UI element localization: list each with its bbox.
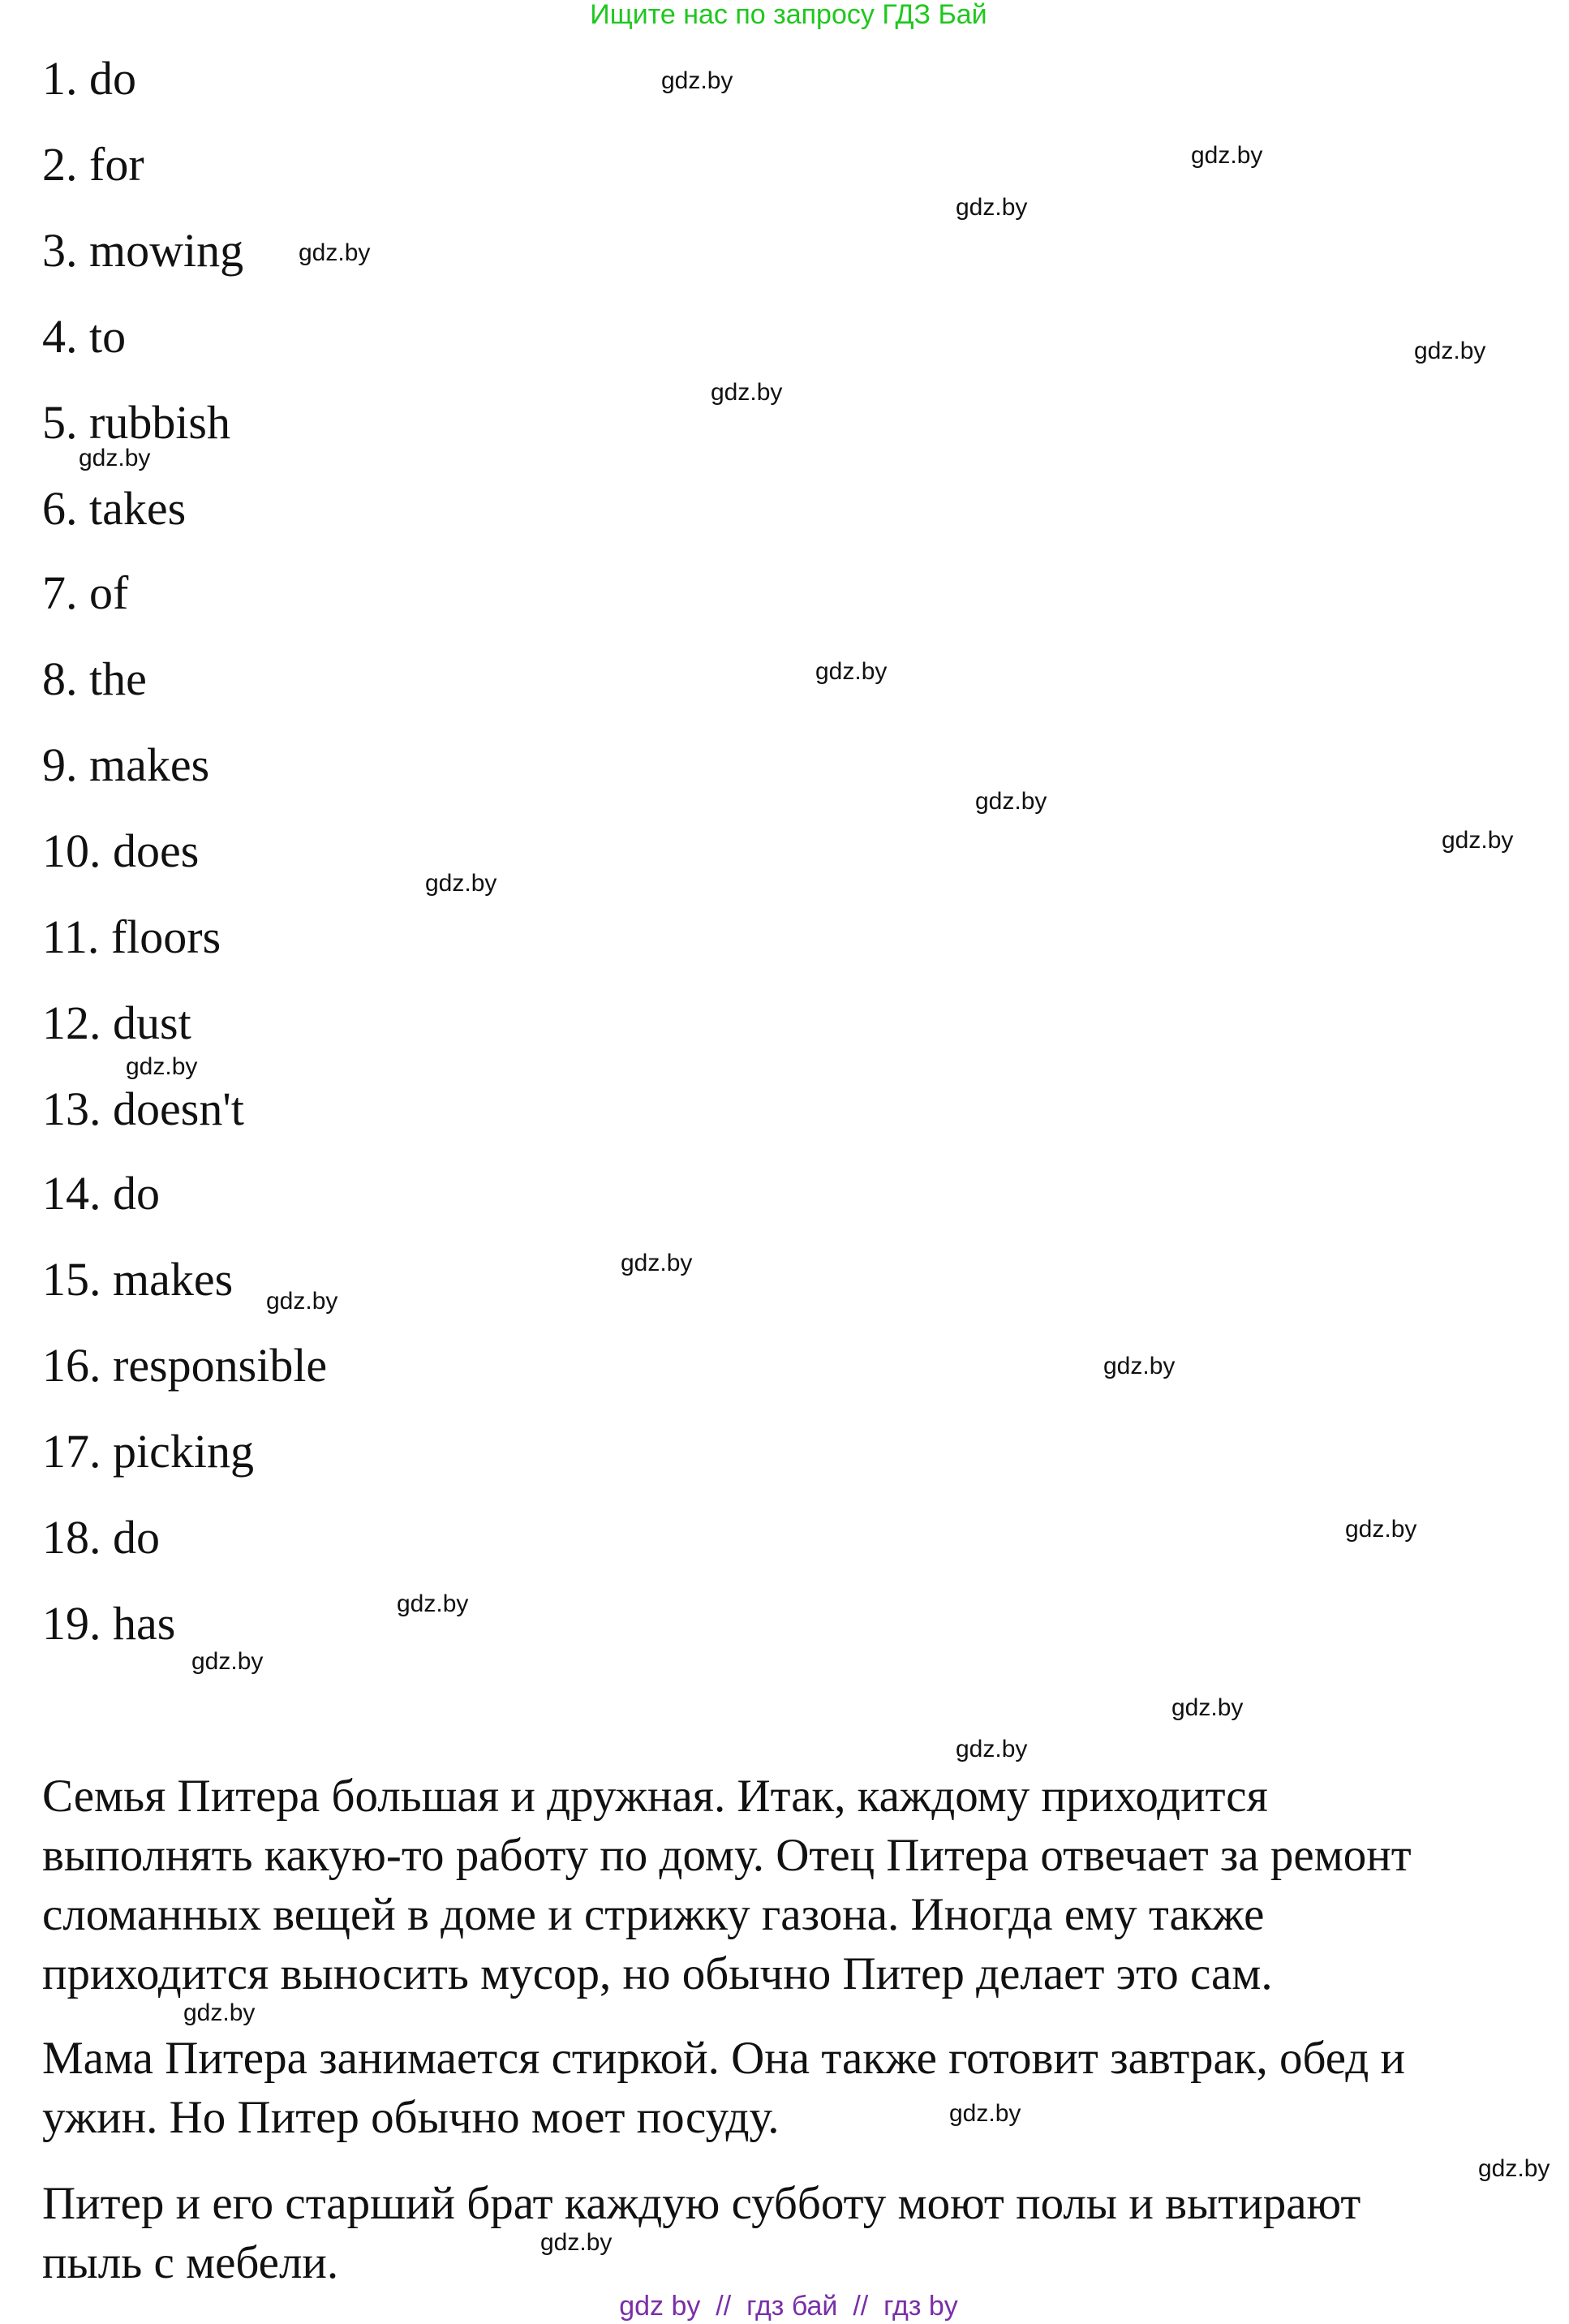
watermark: gdz.by <box>661 67 733 94</box>
answer-item: 16. responsible <box>42 1339 328 1392</box>
answer-item: 17. picking <box>42 1425 254 1478</box>
watermark: gdz.by <box>425 870 497 897</box>
answer-item: 10. does <box>42 824 200 877</box>
text-line: Мама Питера занимается стиркой. Она такж… <box>42 2033 1406 2084</box>
watermark: gdz.by <box>711 379 783 406</box>
answer-item: 5. rubbish <box>42 396 230 449</box>
text-line: Семья Питера большая и дружная. Итак, ка… <box>42 1771 1268 1822</box>
answer-item: 13. doesn't <box>42 1082 244 1135</box>
search-banner: Ищите нас по запросу ГДЗ Бай <box>590 0 987 30</box>
watermark: gdz.by <box>1478 2155 1550 2182</box>
answer-item: 8. the <box>42 652 147 705</box>
answer-item: 15. makes <box>42 1253 234 1306</box>
watermark: gdz.by <box>397 1590 469 1617</box>
watermark: gdz.by <box>1345 1516 1417 1543</box>
watermark: gdz.by <box>949 2100 1021 2127</box>
watermark: gdz.by <box>815 658 888 685</box>
answer-item: 2. for <box>42 138 144 191</box>
watermark: gdz.by <box>1414 338 1486 364</box>
watermark: gdz.by <box>299 239 371 266</box>
footer-links: gdz by // гдз бай // гдз by <box>619 2291 958 2322</box>
watermark: gdz.by <box>956 1736 1028 1762</box>
text-line: приходится выносить мусор, но обычно Пит… <box>42 1948 1273 1999</box>
watermark: gdz.by <box>126 1053 198 1080</box>
watermark: gdz.by <box>1103 1353 1176 1379</box>
answer-item: 6. takes <box>42 482 187 535</box>
text-line: сломанных вещей в доме и стрижку газона.… <box>42 1889 1265 1940</box>
watermark: gdz.by <box>266 1288 338 1315</box>
answer-item: 7. of <box>42 566 129 619</box>
answer-item: 11. floors <box>42 910 221 963</box>
watermark: gdz.by <box>621 1250 693 1276</box>
translation-paragraph: Семья Питера большая и дружная. Итак, ка… <box>42 1767 1412 2003</box>
translation-paragraph: Мама Питера занимается стиркой. Она такж… <box>42 2029 1405 2147</box>
watermark: gdz.by <box>540 2229 613 2256</box>
watermark: gdz.by <box>183 1999 256 2026</box>
answer-item: 3. mowing <box>42 224 244 277</box>
text-line: Питер и его старший брат каждую субботу … <box>42 2178 1361 2229</box>
answer-item: 14. do <box>42 1167 160 1220</box>
watermark: gdz.by <box>1171 1694 1244 1721</box>
answer-item: 18. do <box>42 1511 160 1564</box>
watermark: gdz.by <box>956 194 1028 221</box>
watermark: gdz.by <box>1191 142 1263 169</box>
watermark: gdz.by <box>79 445 151 471</box>
watermark: gdz.by <box>975 788 1047 815</box>
watermark: gdz.by <box>1442 827 1514 854</box>
translation-paragraph: Питер и его старший брат каждую субботу … <box>42 2174 1361 2292</box>
answer-item: 1. do <box>42 52 136 105</box>
answer-item: 19. has <box>42 1597 176 1650</box>
answer-item: 4. to <box>42 310 127 363</box>
answer-item: 9. makes <box>42 738 210 791</box>
answer-item: 12. dust <box>42 996 191 1049</box>
watermark: gdz.by <box>191 1648 264 1675</box>
text-line: ужин. Но Питер обычно моет посуду. <box>42 2092 780 2143</box>
text-line: пыль с мебели. <box>42 2237 339 2288</box>
text-line: выполнять какую-то работу по дому. Отец … <box>42 1830 1412 1881</box>
